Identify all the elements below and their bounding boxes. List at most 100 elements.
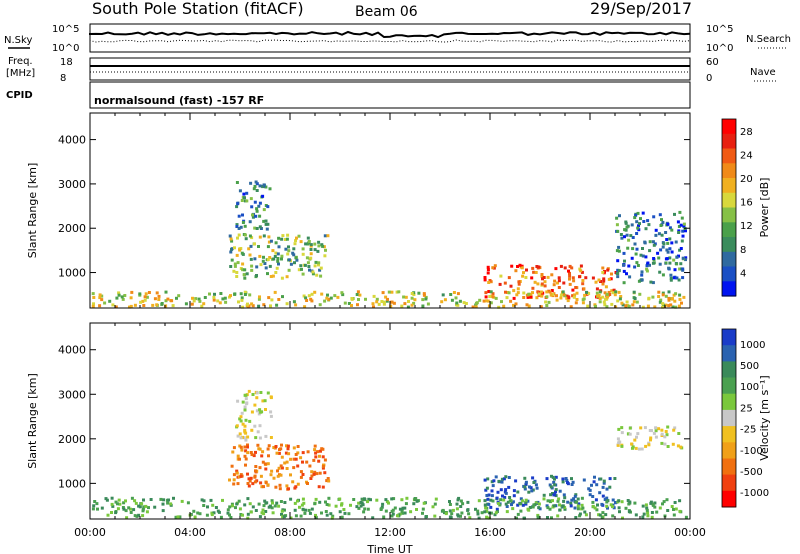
scatter-cell <box>631 247 635 251</box>
scatter-cell <box>241 305 245 309</box>
scatter-cell <box>675 276 679 280</box>
scatter-cell <box>254 465 258 468</box>
scatter-cell <box>359 504 363 508</box>
scatter-cell <box>523 485 527 489</box>
scatter-cell <box>164 299 168 303</box>
scatter-cell <box>673 501 677 504</box>
scatter-cell <box>186 501 190 505</box>
scatter-cell <box>249 244 253 248</box>
scatter-cell <box>372 294 376 298</box>
scatter-cell <box>284 451 288 455</box>
scatter-cell <box>299 470 303 474</box>
scatter-cell <box>660 432 664 436</box>
scatter-cell <box>395 290 399 294</box>
scatter-cell <box>555 298 559 302</box>
scatter-cell <box>494 475 498 479</box>
scatter-cell <box>646 219 650 223</box>
scatter-cell <box>104 497 108 501</box>
scatter-cell <box>654 233 658 237</box>
scatter-cell <box>512 289 516 293</box>
scatter-cell <box>293 486 297 490</box>
scatter-cell <box>531 505 535 509</box>
scatter-cell <box>258 254 262 258</box>
scatter-cell <box>343 511 347 515</box>
scatter-cell <box>666 445 670 448</box>
scatter-cell <box>625 300 629 304</box>
scatter-cell <box>519 502 523 506</box>
scatter-cell <box>632 290 636 294</box>
scatter-cell <box>467 512 471 516</box>
scatter-cell <box>237 475 241 479</box>
x-tick-label: 20:00 <box>574 526 606 539</box>
scatter-cell <box>657 290 661 294</box>
scatter-cell <box>213 292 216 296</box>
scatter-cell <box>515 293 519 297</box>
scatter-cell <box>318 454 321 458</box>
scatter-cell <box>258 447 262 451</box>
scatter-cell <box>319 266 323 270</box>
nsky-bottom: 10^0 <box>52 43 79 54</box>
scatter-cell <box>672 428 676 432</box>
scatter-cell <box>674 507 678 511</box>
scatter-cell <box>241 262 245 266</box>
scatter-cell <box>317 459 321 463</box>
colorbar-tick-label: 25 <box>740 403 753 414</box>
scatter-cell <box>489 301 493 305</box>
scatter-cell <box>587 487 591 491</box>
scatter-cell <box>673 426 677 430</box>
scatter-cell <box>358 293 362 297</box>
scatter-cell <box>620 500 624 504</box>
scatter-cell <box>539 305 543 309</box>
scatter-cell <box>490 480 494 484</box>
scatter-cell <box>98 304 102 308</box>
scatter-cell <box>638 222 641 226</box>
scatter-cell <box>371 302 375 306</box>
colorbar-swatch <box>722 426 736 443</box>
scatter-cell <box>618 510 621 514</box>
scatter-cell <box>606 506 609 510</box>
scatter-cell <box>200 304 204 308</box>
scatter-cell <box>301 497 305 501</box>
scatter-cell <box>554 490 557 494</box>
scatter-cell <box>91 304 95 308</box>
scatter-cell <box>448 503 452 506</box>
scatter-cell <box>203 296 207 299</box>
scatter-cell <box>535 265 539 268</box>
scatter-cell <box>405 496 409 500</box>
scatter-cell <box>232 482 236 486</box>
scatter-cell <box>421 298 425 302</box>
scatter-cell <box>314 455 318 459</box>
scatter-cell <box>262 208 266 212</box>
scatter-cell <box>498 503 502 507</box>
scatter-cell <box>352 498 356 501</box>
scatter-cell <box>607 277 611 281</box>
scatter-cell <box>555 294 558 298</box>
scatter-cell <box>175 296 178 300</box>
scatter-cell <box>653 505 657 509</box>
scatter-cell <box>271 249 275 253</box>
scatter-cell <box>660 233 664 237</box>
scatter-cell <box>315 472 319 476</box>
scatter-cell <box>301 247 305 251</box>
scatter-cell <box>250 302 254 306</box>
colorbar-tick-label: 8 <box>740 245 746 256</box>
scatter-cell <box>666 425 670 429</box>
scatter-cell <box>534 483 538 487</box>
scatter-cell <box>340 503 343 507</box>
scatter-cell <box>508 499 512 503</box>
scatter-cell <box>661 293 665 297</box>
scatter-cell <box>634 213 638 217</box>
scatter-cell <box>240 199 244 202</box>
scatter-cell <box>385 299 389 303</box>
scatter-cell <box>622 269 626 273</box>
scatter-cell <box>103 301 107 305</box>
scatter-cell <box>677 432 681 435</box>
scatter-cell <box>312 472 316 476</box>
scatter-cell <box>649 280 653 284</box>
scatter-cell <box>459 505 463 508</box>
scatter-cell <box>646 261 650 265</box>
scatter-cell <box>161 509 165 513</box>
scatter-cell <box>244 438 248 442</box>
freq-panel <box>89 57 691 81</box>
scatter-cell <box>514 269 518 273</box>
